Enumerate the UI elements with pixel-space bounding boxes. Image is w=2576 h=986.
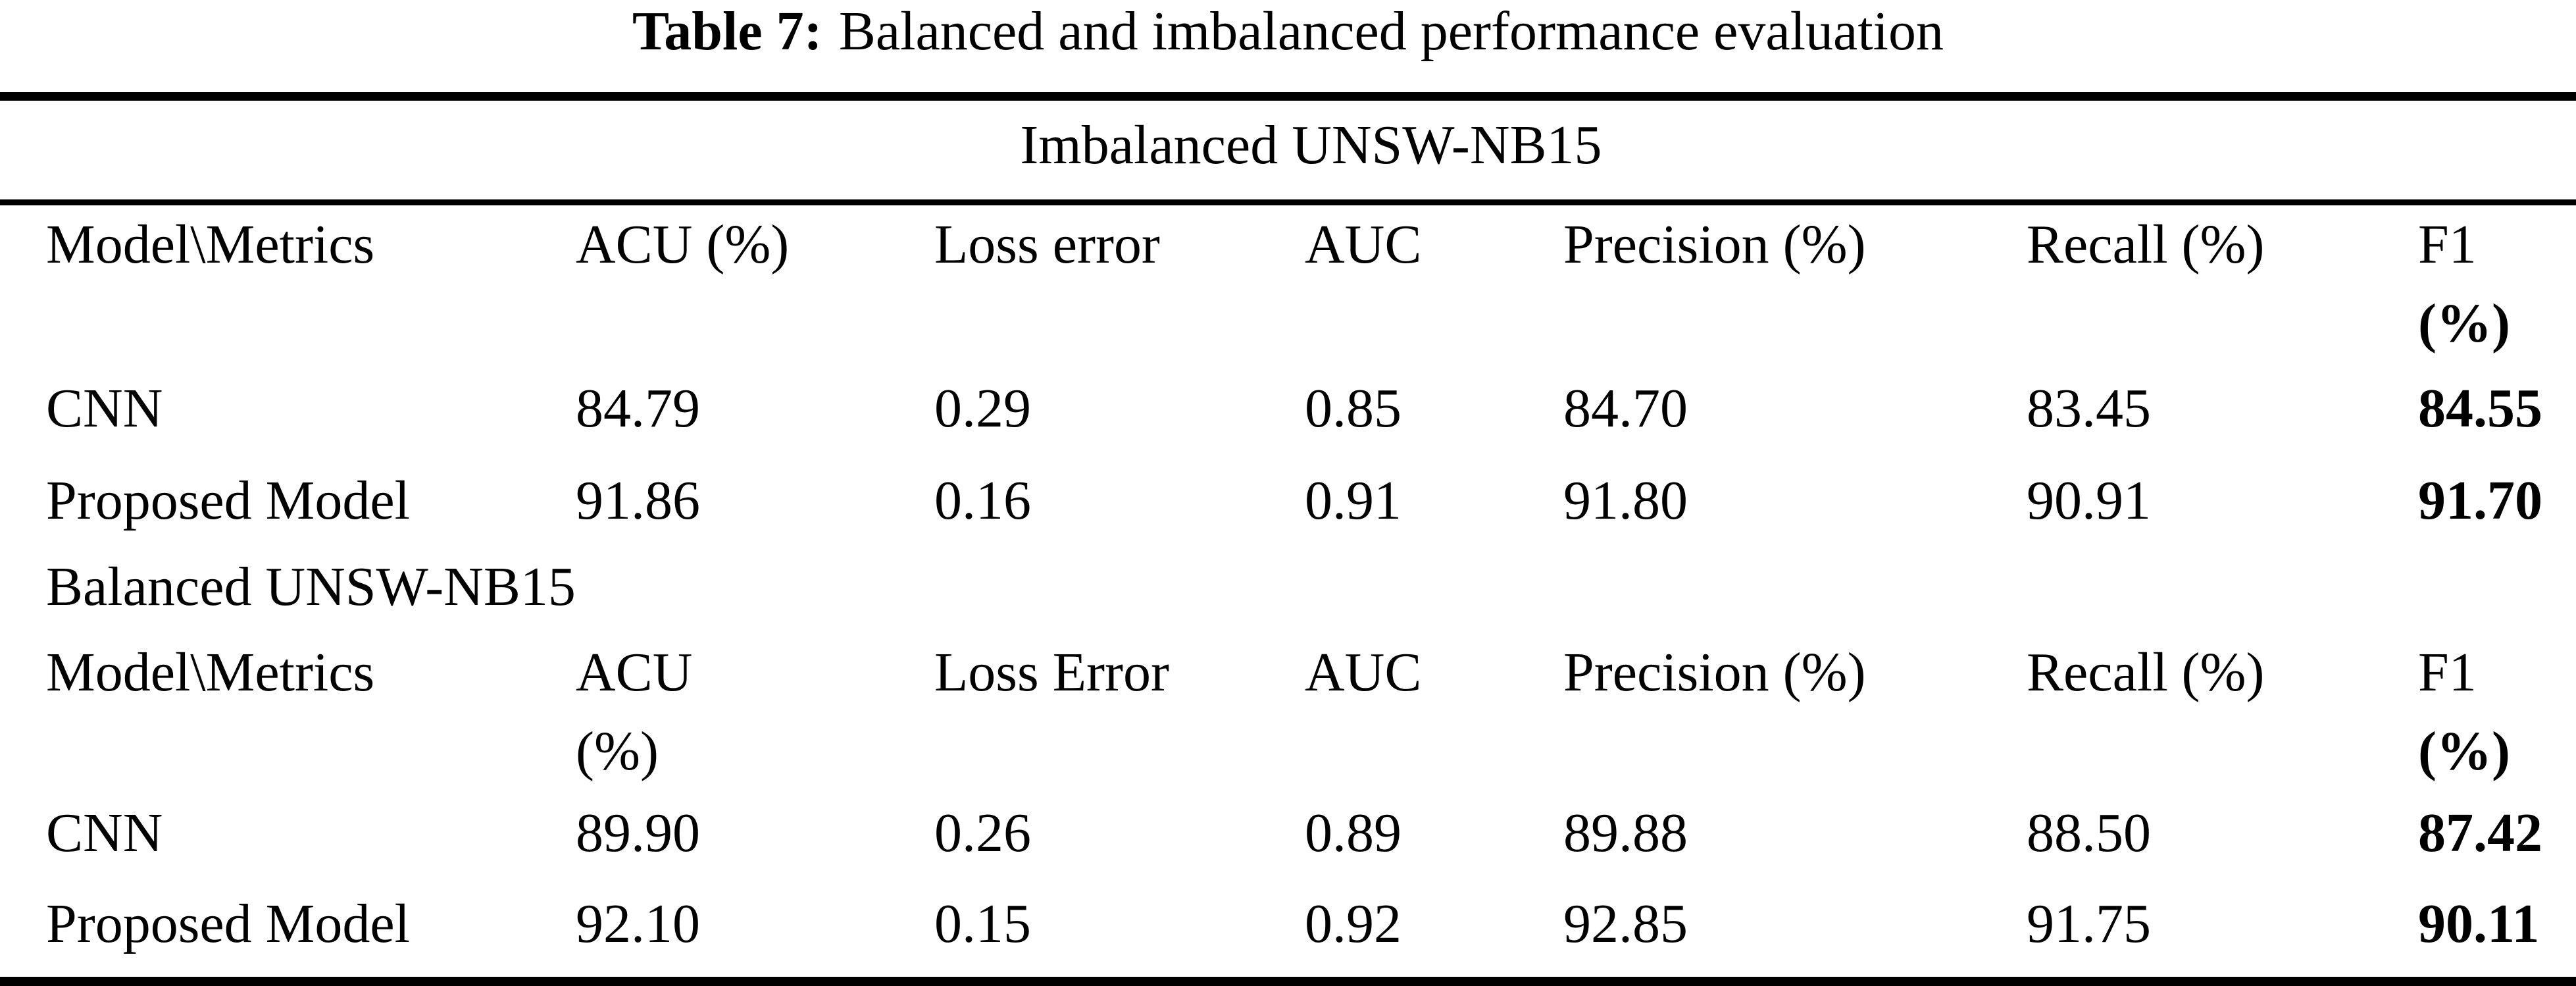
cell-auc: 0.85 — [1305, 378, 1402, 439]
cell-loss: 0.26 — [934, 802, 1031, 864]
col-header-f1: F1 (%) — [2418, 214, 2510, 354]
col-header-acu: ACU (%) — [576, 214, 790, 275]
section-title-imbalanced: Imbalanced UNSW-NB15 — [1020, 115, 1602, 176]
cell-f1: 91.70 — [2418, 470, 2542, 531]
cell-precision: 89.88 — [1563, 802, 1688, 864]
header-row-balanced: Model\Metrics ACU (%) Loss Error AUC Prec… — [0, 638, 2576, 796]
cell-acu: 91.86 — [576, 470, 700, 531]
table-row-balanced-proposed: Proposed Model 92.10 0.15 0.92 92.85 91.… — [0, 887, 2576, 977]
col-header-f1: F1 (%) — [2418, 642, 2510, 782]
cell-auc: 0.89 — [1305, 802, 1402, 864]
cell-recall: 83.45 — [2027, 378, 2151, 439]
cell-recall: 90.91 — [2027, 470, 2151, 531]
cell-f1: 87.42 — [2418, 802, 2542, 864]
cell-f1: 90.11 — [2418, 893, 2540, 954]
col-header-loss: Loss error — [934, 214, 1160, 275]
cell-model: CNN — [46, 802, 163, 864]
col-header-precision: Precision (%) — [1563, 642, 1866, 703]
cell-acu: 84.79 — [576, 378, 700, 439]
table-row-imbalanced-proposed: Proposed Model 91.86 0.16 0.91 91.80 90.… — [0, 464, 2576, 553]
col-header-loss: Loss Error — [934, 642, 1169, 703]
table-row-balanced-cnn: CNN 89.90 0.26 0.89 89.88 88.50 87.42 — [0, 796, 2576, 887]
col-header-recall: Recall (%) — [2027, 642, 2265, 703]
cell-precision: 91.80 — [1563, 470, 1688, 531]
cell-loss: 0.16 — [934, 470, 1031, 531]
col-header-auc: AUC — [1305, 214, 1422, 275]
table-rule-bottom — [0, 977, 2576, 986]
col-header-auc: AUC — [1305, 642, 1422, 703]
cell-acu: 89.90 — [576, 802, 700, 864]
cell-loss: 0.29 — [934, 378, 1031, 439]
cell-precision: 84.70 — [1563, 378, 1688, 439]
col-header-model: Model\Metrics — [46, 214, 375, 275]
header-row-imbalanced: Model\Metrics ACU (%) Loss error AUC Pre… — [0, 205, 2576, 372]
cell-recall: 88.50 — [2027, 802, 2151, 864]
table-rule-mid — [0, 199, 2576, 205]
table-caption: Table 7: Balanced and imbalanced perform… — [0, 0, 2576, 92]
table-row-imbalanced-cnn: CNN 84.79 0.29 0.85 84.70 83.45 84.55 — [0, 372, 2576, 464]
cell-model: Proposed Model — [46, 470, 410, 531]
table-caption-label: Table 7: — [632, 1, 822, 62]
col-header-recall: Recall (%) — [2027, 214, 2265, 275]
cell-model: Proposed Model — [46, 893, 410, 954]
cell-auc: 0.91 — [1305, 470, 1402, 531]
cell-recall: 91.75 — [2027, 893, 2151, 954]
table-caption-text: Balanced and imbalanced performance eval… — [838, 1, 1944, 62]
cell-precision: 92.85 — [1563, 893, 1688, 954]
cell-loss: 0.15 — [934, 893, 1031, 954]
col-header-model: Model\Metrics — [46, 642, 375, 703]
col-header-precision: Precision (%) — [1563, 214, 1866, 275]
cell-auc: 0.92 — [1305, 893, 1402, 954]
table-rule-top — [0, 92, 2576, 101]
cell-acu: 92.10 — [576, 893, 700, 954]
cell-f1: 84.55 — [2418, 378, 2542, 439]
section-title-balanced: Balanced UNSW-NB15 — [46, 556, 576, 617]
col-header-acu: ACU (%) — [576, 642, 693, 782]
cell-model: CNN — [46, 378, 163, 439]
